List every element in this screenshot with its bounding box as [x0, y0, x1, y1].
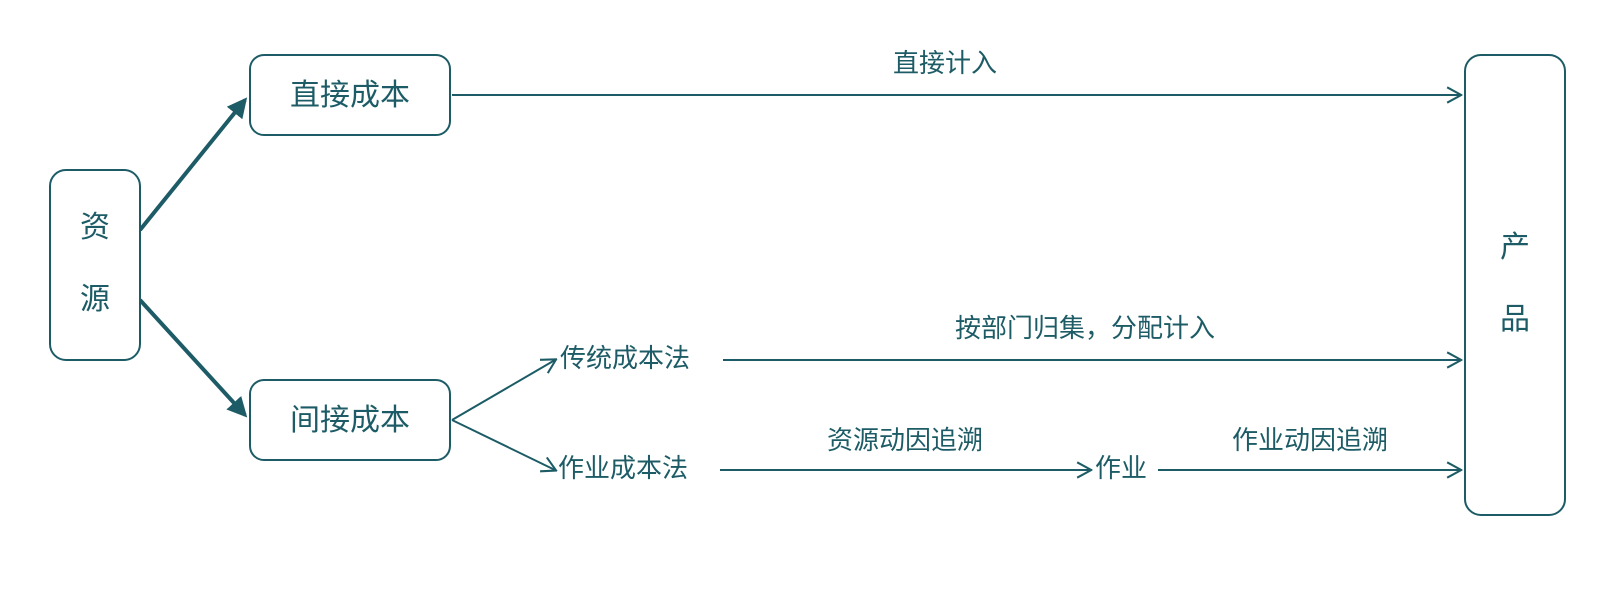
node-label-indirect_cost: 间接成本	[290, 404, 410, 437]
edge-label-traditional-to-product: 按部门归集，分配计入	[955, 313, 1215, 343]
text-node-activity: 作业	[1095, 453, 1147, 483]
edge-label-direct-to-product: 直接计入	[893, 48, 997, 78]
node-label-direct_cost: 直接成本	[290, 79, 410, 112]
node-resource: 资源	[50, 170, 140, 360]
node-label-product-1: 品	[1500, 303, 1530, 336]
edge-resource-to-indirect	[140, 300, 245, 415]
node-indirect_cost: 间接成本	[250, 380, 450, 460]
edge-indirect-to-traditional	[452, 360, 555, 420]
flowchart-canvas: 直接计入按部门归集，分配计入资源动因追溯作业动因追溯资源直接成本间接成本产品传统…	[0, 0, 1623, 593]
node-label-resource-0: 资	[80, 211, 110, 244]
edge-label-activity-to-product: 作业动因追溯	[1232, 425, 1388, 455]
edge-resource-to-direct	[140, 100, 245, 230]
node-product: 产品	[1465, 55, 1565, 515]
edge-indirect-to-abc	[452, 420, 555, 470]
text-node-traditional_method: 传统成本法	[560, 343, 690, 373]
node-label-product-0: 产	[1500, 231, 1530, 264]
node-label-resource-1: 源	[80, 283, 110, 316]
edge-label-abc-to-activity: 资源动因追溯	[827, 425, 983, 455]
node-direct_cost: 直接成本	[250, 55, 450, 135]
text-node-abc_method: 作业成本法	[558, 453, 688, 483]
